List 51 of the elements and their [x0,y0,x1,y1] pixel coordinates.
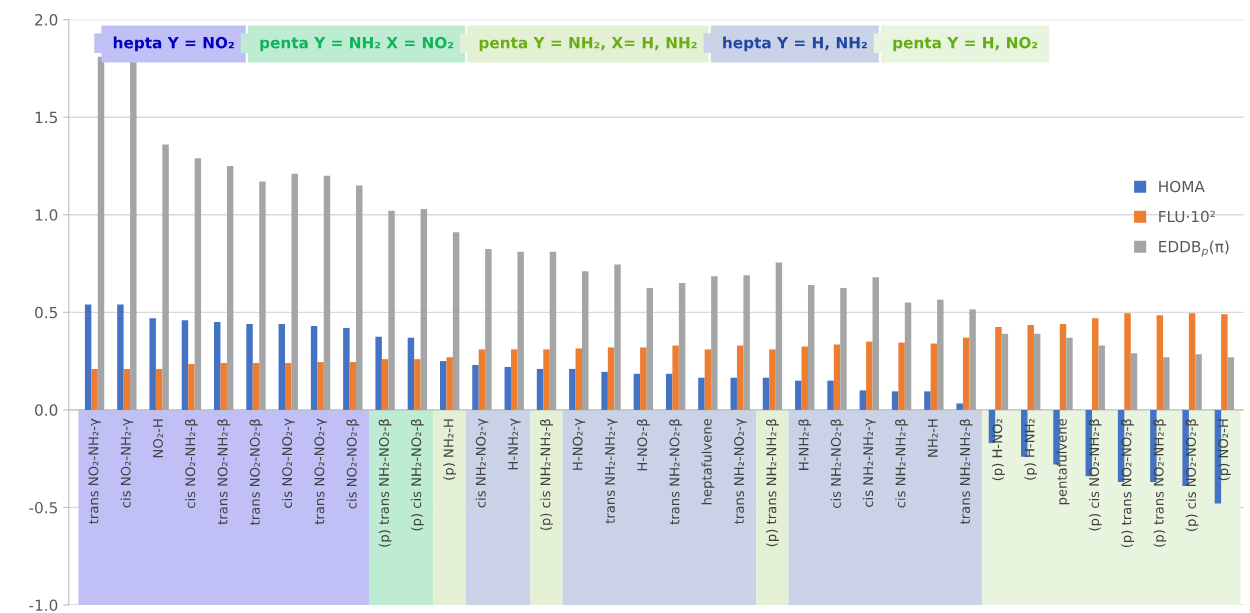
x-tick-label: (p) NO₂-H [1218,419,1231,481]
y-tick-label: -1.0 [29,599,58,612]
x-tick-label: (p) H-NH₂ [1024,419,1038,480]
x-tick-label: trans NH₂-NH₂-γ [605,418,618,524]
y-tick-label: -0.5 [29,501,57,514]
x-tick-label: cis NH₂-NH₂-β [895,419,909,508]
x-tick-label: cis NO₂-NH₂-γ [120,418,134,508]
x-tick-label: trans NH₂-NO₂-β [669,419,683,525]
x-tick-label: (p) H-NO₂ [992,419,1005,481]
x-tick-label: trans NH₂-NH₂-β [959,419,973,525]
x-tick-label: trans NO₂-NO₂-γ [314,418,327,525]
x-tick-label: cis NH₂-NO₂-β [830,419,844,509]
legend-label: HOMA [1159,180,1205,193]
x-tick-label: trans NO₂-NH₂-β [217,419,231,525]
x-tick-label: pentafulvene [1056,418,1070,505]
legend-label: FLU·10² [1159,210,1215,223]
legend-label: EDDB$_{p}$(π) [1159,240,1229,257]
x-tick-label: (p) cis NO₂-NH₂-β [1088,419,1102,531]
x-tick-label: cis NH₂-NH₂-γ [862,418,876,507]
legend-label: penta Y = NH₂ X = NO₂ [260,36,454,52]
x-tick-label: (p) cis NH₂-NH₂-β [540,419,553,531]
x-tick-label: trans NO₂-NO₂-β [249,419,263,526]
x-tick-label: trans NH₂-NO₂-γ [734,418,747,524]
x-tick-label: cis NO₂-NH₂-β [184,419,198,509]
x-tick-label: (p) trans NH₂-NH₂-β [766,419,779,547]
x-tick-label: (p) trans NO₂-NH₂-β [1153,419,1167,547]
y-tick-label: 2.0 [35,14,58,26]
x-tick-label: cis NO₂-NO₂-γ [281,418,295,508]
x-tick-label: H-NO₂-β [636,419,650,471]
x-tick-label: H-NH₂-β [798,419,812,470]
x-tick-label: heptafulvene [701,418,715,505]
x-tick-label: NO₂-H [152,419,163,458]
x-tick-label: (p) trans NH₂-NO₂-β [378,419,392,547]
y-tick-label: 0.5 [35,306,57,319]
x-tick-label: H-NO₂-γ [572,418,586,470]
x-tick-label: cis NH₂-NO₂-γ [475,418,489,508]
y-tick-label: 1.0 [35,209,58,221]
legend-label: penta Y = H, NO₂ [893,36,1038,52]
x-tick-label: NH₂-H [927,419,938,457]
x-tick-label: H-NH₂-γ [508,418,521,470]
x-tick-label: (p) cis NH₂-NO₂-β [410,419,424,531]
legend-label: hepta Y = NO₂ [113,36,234,52]
legend-label: hepta Y = H, NH₂ [723,36,867,52]
y-tick-label: 1.5 [35,111,57,124]
x-tick-label: (p) trans NO₂-NO₂-β [1121,419,1134,548]
y-tick-label: 0.0 [35,404,58,416]
x-tick-label: trans NO₂-NH₂-γ [88,418,101,524]
x-tick-label: cis NO₂-NO₂-β [346,419,360,509]
x-tick-label: (p) cis NO₂-NO₂-β [1185,419,1199,531]
x-tick-label: (p) NH₂-H [443,419,457,480]
legend-label: penta Y = NH₂, X= H, NH₂ [479,37,697,52]
